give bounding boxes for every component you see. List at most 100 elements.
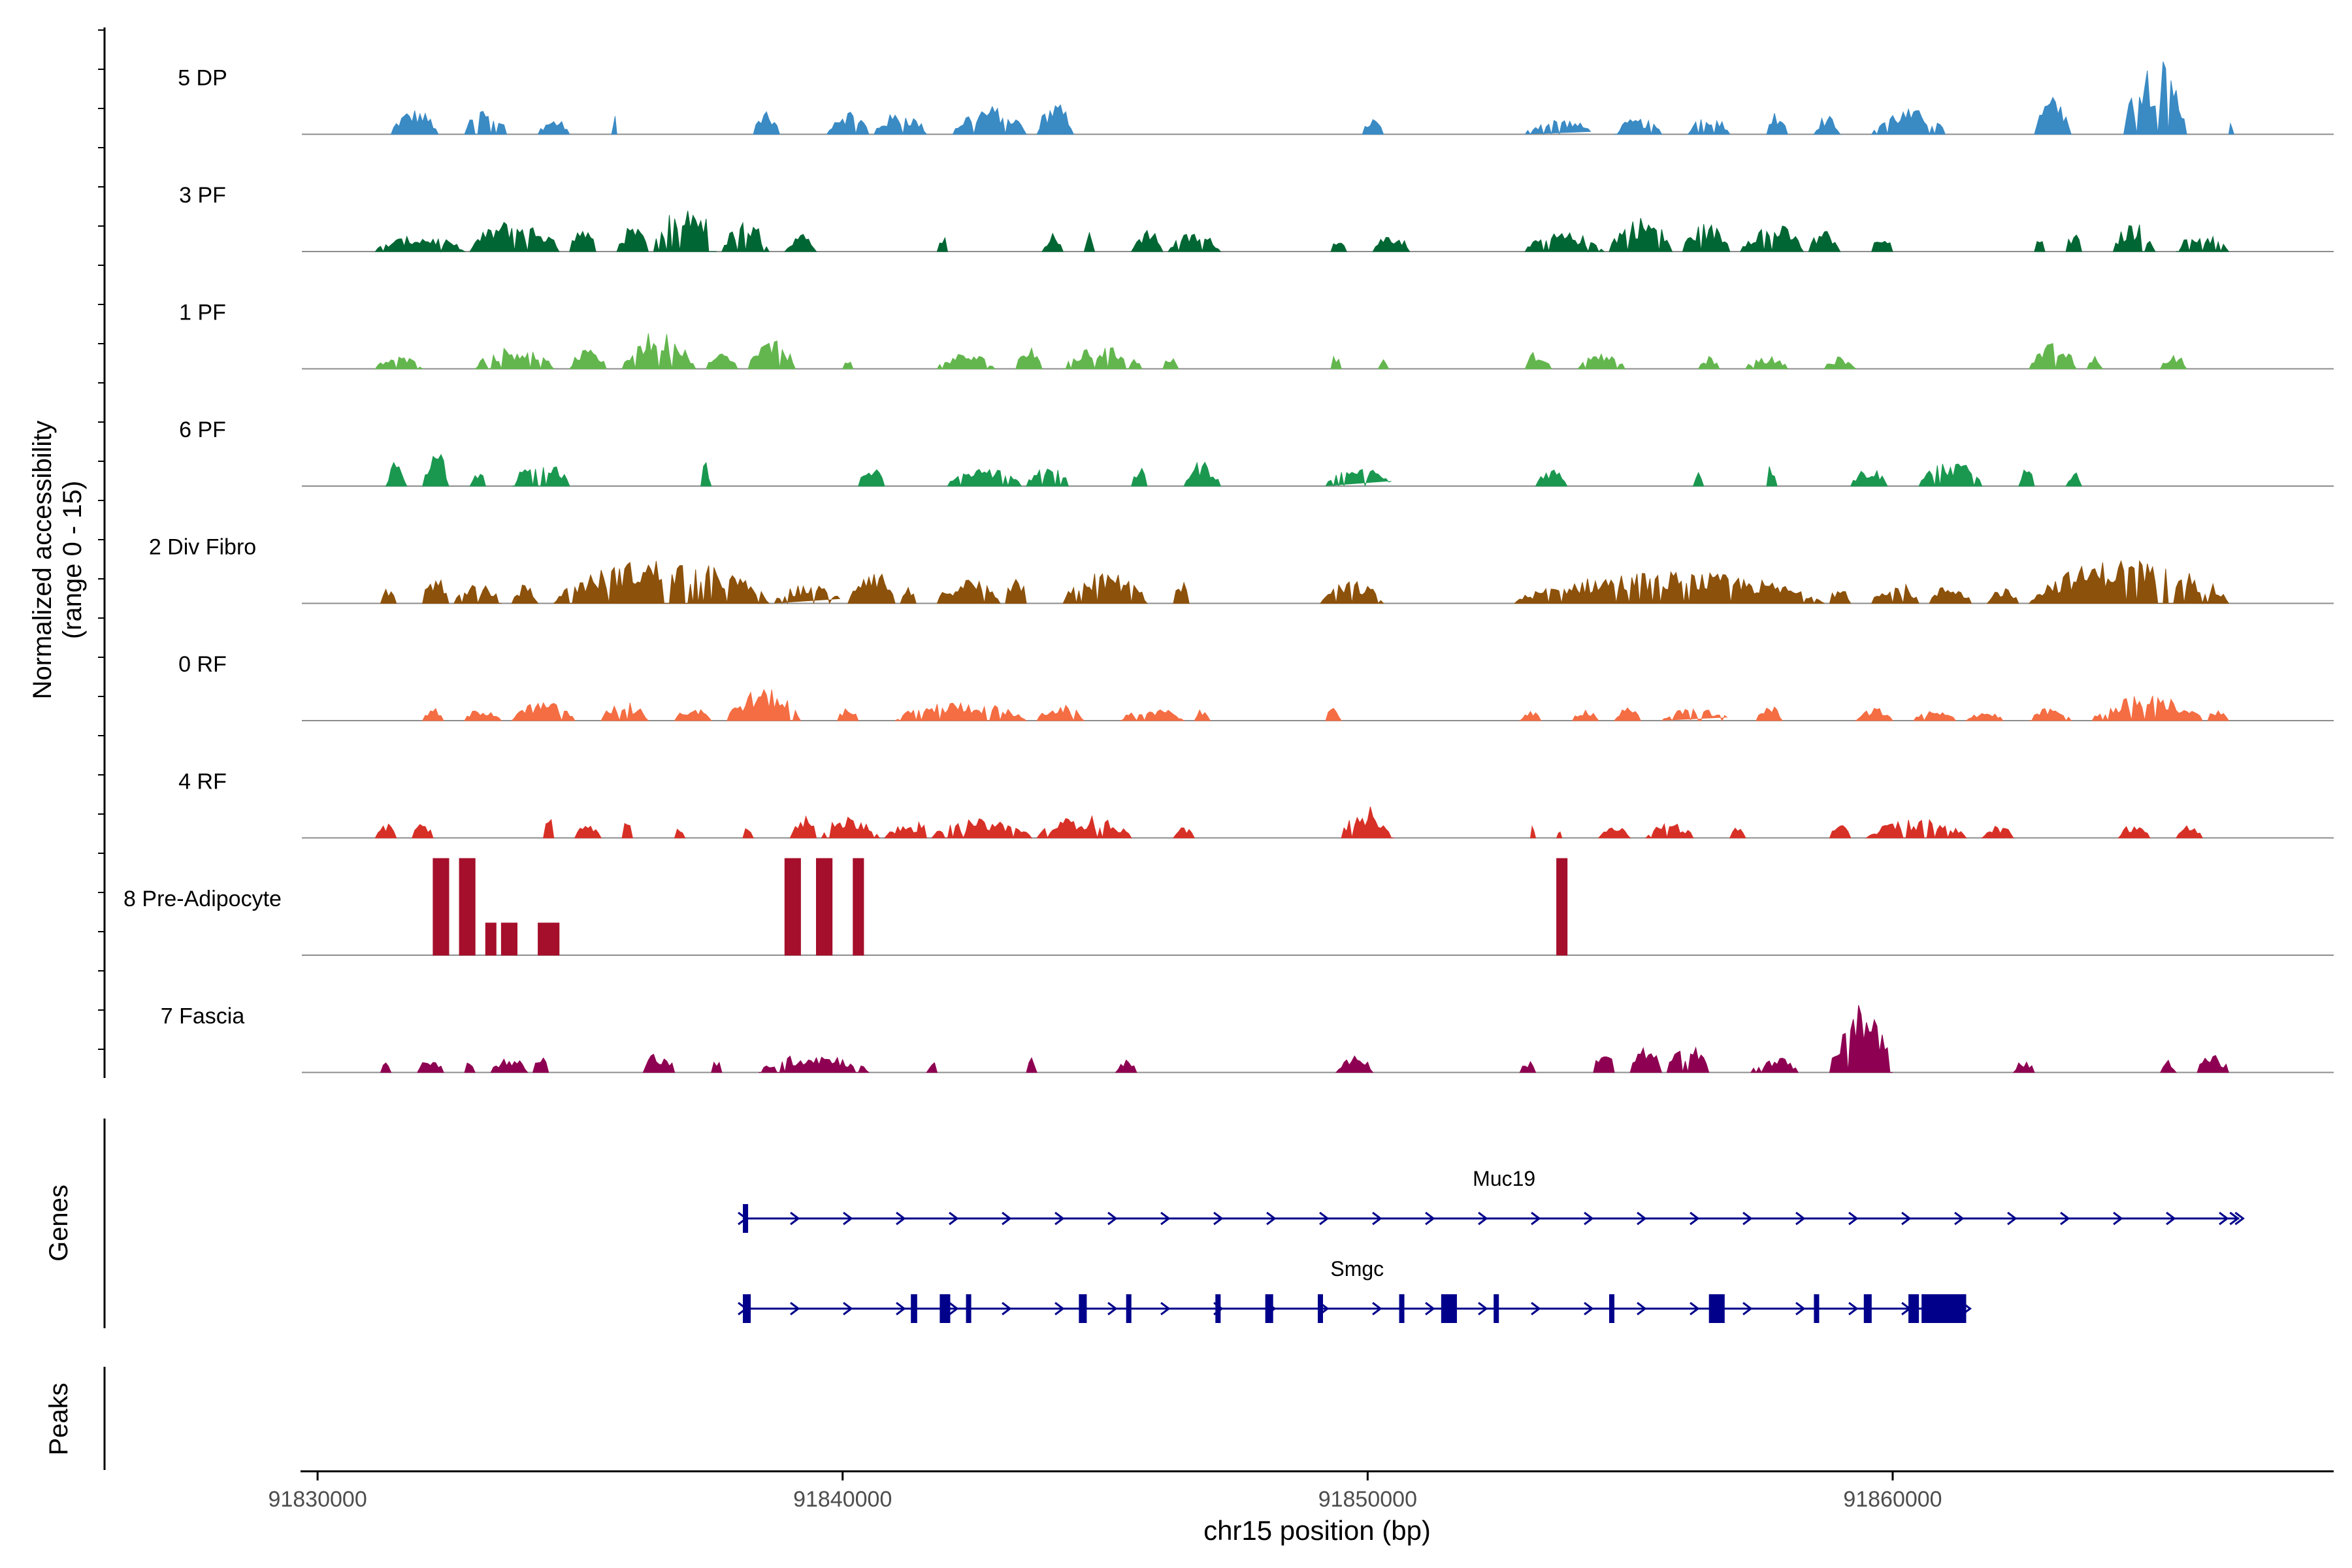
coverage-peak <box>1518 711 1542 721</box>
coverage-peak <box>2176 235 2230 253</box>
genes-panel: Genes Muc19 Smgc <box>44 1119 2245 1328</box>
coverage-peak <box>742 828 754 838</box>
coverage-peak <box>1823 356 1857 369</box>
coverage-peak <box>1335 1055 1374 1073</box>
coverage-peak <box>1015 347 1043 369</box>
coverage-peak <box>1870 108 1946 136</box>
strand-arrow <box>2219 1211 2229 1226</box>
coverage-peak <box>1173 581 1190 604</box>
coverage-peak <box>1036 704 1085 722</box>
coverage-peak <box>931 818 1033 839</box>
coverage-peak <box>2207 710 2230 721</box>
coverage-peak <box>543 819 555 838</box>
coverage-peak <box>1172 827 1195 838</box>
strand-arrow <box>949 1211 959 1226</box>
coverage-peak <box>511 584 539 604</box>
coverage-peak <box>1629 1047 1663 1073</box>
coverage-peak <box>511 702 576 722</box>
coverage-peak <box>1571 709 1599 721</box>
coverage-peak <box>774 585 841 605</box>
x-tick-label: 91830000 <box>268 1487 367 1512</box>
coverage-peak <box>915 821 927 838</box>
coverage-peak <box>1162 358 1179 369</box>
track-5-dp: 5 DP <box>178 61 2334 136</box>
coverage-peak <box>1556 858 1568 956</box>
exon <box>939 1294 951 1323</box>
coverage-peak <box>2091 695 2203 722</box>
strand-arrow <box>1848 1211 1859 1226</box>
coverage-peak <box>2117 826 2151 838</box>
coverage-peak <box>706 353 738 369</box>
coverage-peak <box>1597 827 1631 838</box>
coverage-peak <box>1766 466 1778 487</box>
strand-arrow <box>790 1211 800 1226</box>
coverage-peak <box>1929 587 1972 604</box>
coverage-peak <box>390 110 439 135</box>
coverage-peak <box>700 461 712 487</box>
exon <box>1609 1294 1615 1323</box>
coverage-peak <box>642 1053 676 1073</box>
coverage-peak <box>1692 472 1705 487</box>
strand-arrow <box>1372 1211 1382 1226</box>
strand-arrow <box>2113 1211 2123 1226</box>
coverage-peak <box>1063 347 1143 370</box>
strand-arrow <box>1795 1301 1806 1316</box>
coverage-peak <box>616 227 649 252</box>
coverage-peak <box>1372 237 1411 252</box>
strand-arrow <box>1584 1211 1594 1226</box>
coverage-peak <box>2159 1059 2177 1073</box>
coverage-peak <box>485 923 497 956</box>
exon <box>743 1204 749 1233</box>
coverage-peak <box>674 828 686 838</box>
coverage-tracks: 5 DP 3 PF 1 PF 6 PF 2 Div Fibro 0 RF 4 RF 8 Pre… <box>123 61 2334 1073</box>
coverage-peak <box>1036 815 1132 840</box>
coverage-peak <box>1740 225 1805 252</box>
coverage-peak <box>374 356 424 370</box>
coverage-peak <box>385 461 408 487</box>
coverage-peak <box>1325 708 1343 721</box>
coverage-peak <box>1666 1046 1710 1073</box>
coverage-peak <box>1766 113 1788 135</box>
coverage-peak <box>894 702 1028 722</box>
coverage-peak <box>1729 827 1746 838</box>
coverage-peak <box>416 1062 444 1073</box>
exon <box>743 1294 751 1323</box>
strand-arrow <box>1107 1211 1118 1226</box>
coverage-peak <box>721 221 770 253</box>
coverage-peak <box>464 710 502 721</box>
track-label: 4 RF <box>178 770 227 794</box>
track-6-pf: 6 PF <box>179 417 2334 487</box>
coverage-peak <box>537 121 570 135</box>
coverage-peak <box>490 1058 529 1073</box>
track-label: 7 Fascia <box>161 1004 245 1029</box>
exon <box>1921 1294 1967 1323</box>
strand-arrow <box>1795 1211 1806 1226</box>
track-label: 8 Pre-Adipocyte <box>123 887 282 911</box>
exon <box>1318 1294 1323 1323</box>
coverage-peak <box>711 1061 723 1073</box>
coverage-peak <box>853 858 864 956</box>
coverage-peak <box>611 116 617 135</box>
exon <box>1215 1294 1221 1323</box>
coverage-peak <box>2028 560 2230 605</box>
gene-smgc: Smgc <box>738 1257 1972 1323</box>
coverage-peak <box>1524 351 1552 369</box>
coverage-peak <box>1119 709 1185 722</box>
coverage-peak <box>1829 591 1852 604</box>
coverage-peak <box>1131 467 1148 487</box>
strand-arrow <box>1002 1211 1012 1226</box>
coverage-peak <box>469 221 560 252</box>
coverage-peak <box>1609 218 1673 252</box>
strand-arrow <box>1160 1211 1171 1226</box>
coverage-peak <box>1756 706 1784 721</box>
track-label: 5 DP <box>178 66 227 91</box>
coverage-peak <box>2029 343 2078 369</box>
coverage-peak <box>600 702 649 722</box>
exon <box>1494 1294 1499 1323</box>
coverage-peak <box>1808 231 1841 252</box>
coverage-peak <box>1829 825 1852 838</box>
coverage-peak <box>936 354 996 370</box>
coverage-peak <box>422 453 449 487</box>
gene-models: Muc19 Smgc <box>738 1167 2245 1323</box>
coverage-peak <box>453 585 502 605</box>
